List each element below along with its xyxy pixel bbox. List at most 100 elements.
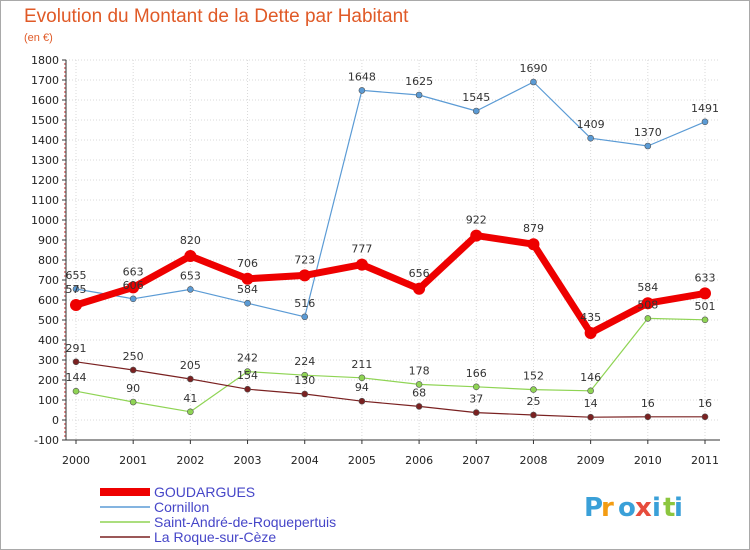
data-label-goudargues: 706 — [237, 257, 258, 270]
xtick-label: 2002 — [176, 454, 204, 467]
legend-label-saint-andre-de-roquepertuis: Saint-André-de-Roquepertuis — [154, 514, 336, 530]
point-goudargues — [413, 282, 426, 295]
ytick-label: 200 — [38, 374, 59, 387]
legend: GOUDARGUESCornillonSaint-André-de-Roquep… — [100, 484, 336, 545]
xtick-label: 2003 — [234, 454, 262, 467]
data-label-goudargues: 879 — [523, 222, 544, 235]
ytick-label: 500 — [38, 314, 59, 327]
point-goudargues — [527, 238, 540, 251]
point-cornillon — [472, 107, 480, 115]
ytick-label: 900 — [38, 234, 59, 247]
point-cornillon — [129, 295, 137, 303]
data-label-saint-andre-de-roquepertuis: 166 — [466, 367, 487, 380]
data-label-saint-andre-de-roquepertuis: 242 — [237, 352, 258, 365]
data-label-la-roque-sur-ceze: 14 — [584, 397, 598, 410]
ytick-label: 400 — [38, 334, 59, 347]
grid — [66, 59, 720, 441]
point-la-roque-sur-ceze — [301, 390, 309, 398]
logo-letter: t — [663, 493, 675, 523]
point-saint-andre-de-roquepertuis — [472, 383, 480, 391]
point-la-roque-sur-ceze — [244, 385, 251, 393]
point-saint-andre-de-roquepertuis — [244, 368, 251, 375]
point-saint-andre-de-roquepertuis — [587, 387, 594, 395]
point-la-roque-sur-ceze — [587, 413, 594, 421]
point-goudargues — [70, 299, 82, 311]
ytick-label: -100 — [34, 434, 59, 447]
xtick-label: 2007 — [462, 454, 490, 467]
data-label-cornillon: 1545 — [462, 91, 490, 104]
data-label-la-roque-sur-ceze: 37 — [469, 393, 483, 406]
data-label-la-roque-sur-ceze: 250 — [123, 350, 144, 363]
data-label-la-roque-sur-ceze: 154 — [237, 369, 258, 382]
data-label-cornillon: 1690 — [519, 62, 547, 75]
point-la-roque-sur-ceze — [530, 411, 537, 419]
point-la-roque-sur-ceze — [415, 403, 423, 410]
point-cornillon — [358, 87, 366, 94]
point-goudargues — [127, 281, 140, 294]
data-label-goudargues: 922 — [466, 214, 487, 227]
ytick-label: 1800 — [31, 54, 59, 67]
ytick-label: 800 — [38, 254, 59, 267]
xtick-label: 2010 — [634, 454, 662, 467]
point-saint-andre-de-roquepertuis — [301, 371, 309, 379]
proxiti-logo: Pr o x i ti — [584, 493, 683, 523]
ytick-label: 600 — [38, 294, 59, 307]
ytick-label: 1700 — [31, 74, 59, 87]
legend-label-la-roque-sur-ceze: La Roque-sur-Cèze — [154, 529, 276, 545]
point-saint-andre-de-roquepertuis — [72, 387, 80, 395]
point-cornillon — [244, 299, 251, 307]
data-label-cornillon: 1648 — [348, 70, 376, 83]
point-goudargues — [641, 297, 654, 310]
ytick-label: 1300 — [31, 154, 59, 167]
ytick-label: 100 — [38, 394, 59, 407]
logo-letter: P — [584, 493, 603, 523]
data-label-saint-andre-de-roquepertuis: 224 — [294, 355, 315, 368]
point-cornillon — [72, 285, 80, 293]
point-la-roque-sur-ceze — [644, 413, 652, 421]
legend-label-goudargues: GOUDARGUES — [154, 484, 255, 500]
data-label-cornillon: 606 — [123, 279, 144, 292]
point-la-roque-sur-ceze — [701, 413, 709, 421]
xtick-label: 2001 — [119, 454, 147, 467]
point-saint-andre-de-roquepertuis — [129, 398, 137, 406]
ytick-label: 1600 — [31, 94, 59, 107]
series-line-saint-andre-de-roquepertuis — [75, 317, 706, 413]
point-cornillon — [701, 118, 709, 126]
ytick-label: 1400 — [31, 134, 59, 147]
data-label-saint-andre-de-roquepertuis: 146 — [580, 371, 601, 384]
data-label-goudargues: 820 — [180, 234, 201, 247]
ytick-label: 300 — [38, 354, 59, 367]
point-la-roque-sur-ceze — [187, 375, 194, 383]
data-label-cornillon: 516 — [294, 297, 315, 310]
legend-label-cornillon: Cornillon — [154, 499, 209, 515]
xtick-label: 2005 — [348, 454, 376, 467]
xtick-label: 2011 — [691, 454, 719, 467]
point-goudargues — [355, 258, 368, 271]
point-saint-andre-de-roquepertuis — [644, 315, 652, 322]
point-goudargues — [298, 269, 311, 282]
ytick-label: 0 — [52, 414, 59, 427]
point-la-roque-sur-ceze — [129, 366, 137, 374]
chart-title: Evolution du Montant de la Dette par Hab… — [24, 6, 409, 27]
logo-letter: i — [652, 493, 661, 523]
point-la-roque-sur-ceze — [72, 358, 80, 366]
ytick-label: 1200 — [31, 174, 59, 187]
data-label-goudargues: 435 — [580, 311, 601, 324]
data-label-la-roque-sur-ceze: 205 — [180, 359, 201, 372]
ytick-label: 700 — [38, 274, 59, 287]
point-saint-andre-de-roquepertuis — [701, 316, 709, 324]
data-label-la-roque-sur-ceze: 16 — [698, 397, 712, 410]
data-label-goudargues: 777 — [351, 243, 372, 256]
point-cornillon — [415, 91, 423, 99]
point-goudargues — [470, 229, 483, 242]
series-line-cornillon — [75, 81, 706, 318]
xtick-label: 2008 — [519, 454, 547, 467]
xtick-label: 2009 — [577, 454, 605, 467]
data-label-saint-andre-de-roquepertuis: 178 — [409, 364, 430, 377]
xtick-label: 2006 — [405, 454, 433, 467]
logo-letter: i — [674, 493, 683, 523]
point-saint-andre-de-roquepertuis — [358, 374, 366, 382]
point-cornillon — [644, 142, 652, 150]
series-line-goudargues — [72, 232, 709, 337]
